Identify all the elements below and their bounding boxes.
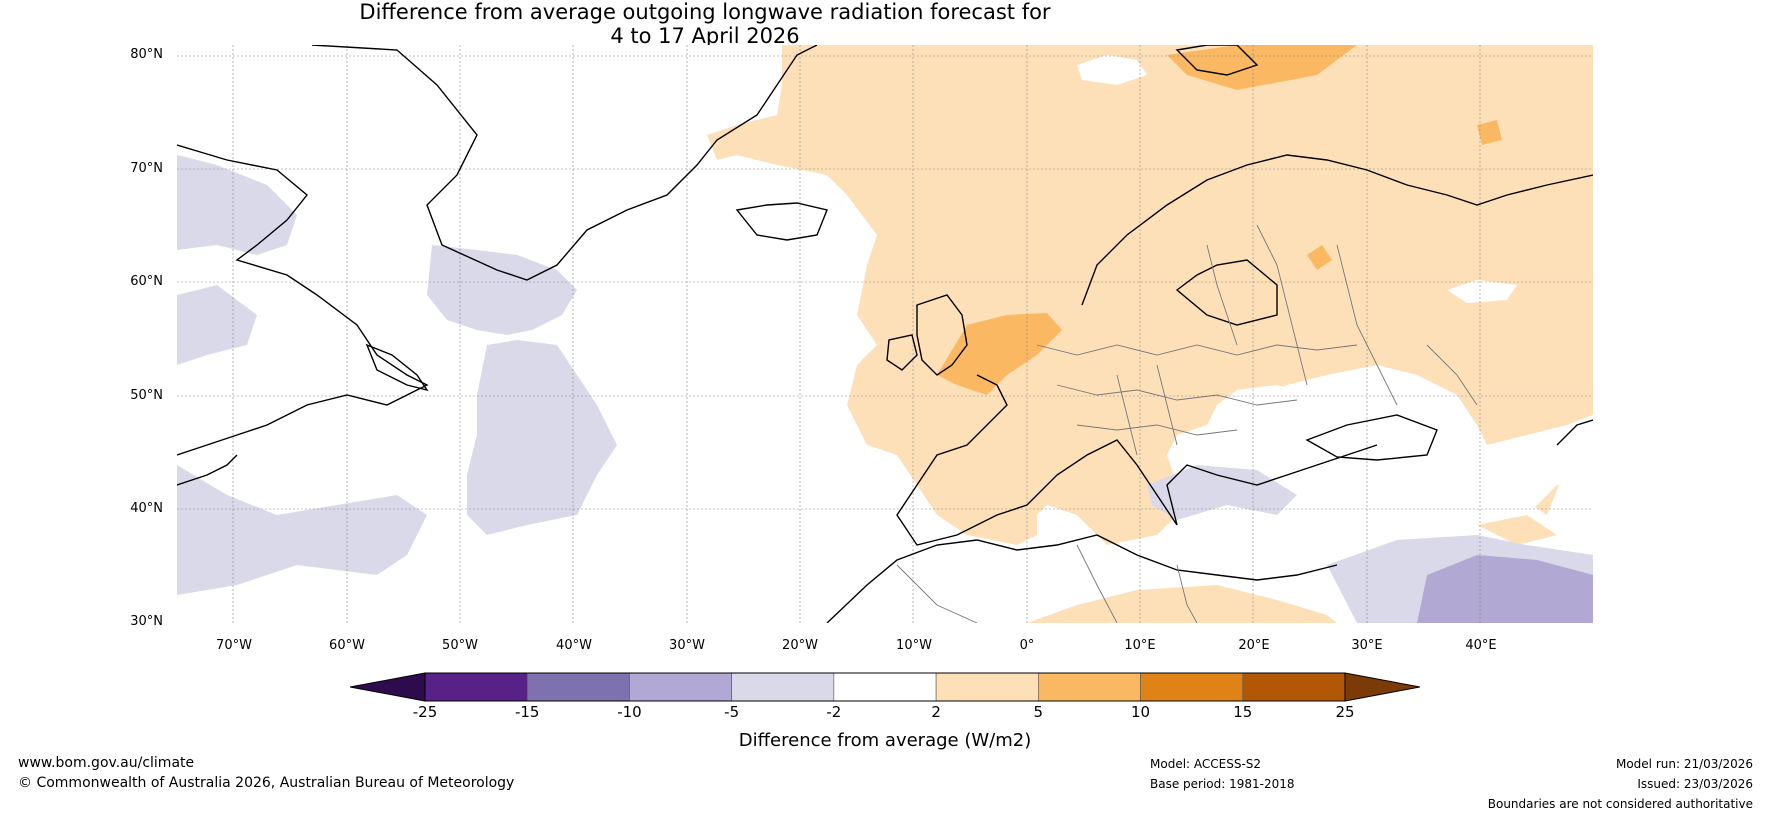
title-line-1: Difference from average outgoing longwav… [359,0,1051,24]
lat-label-80n: 80°N [130,47,163,62]
svalbard-coast [1175,45,1259,76]
lon-label-40w: 40°W [556,638,592,653]
ireland-coast [886,334,918,371]
colorbar-segment [833,672,937,702]
colorbar-segment [629,672,732,702]
negative-anomaly-mid-atlantic [467,340,617,535]
strong-negative-middle-east [1417,555,1593,623]
baltic-coast [1175,259,1278,326]
north-america-coast [177,144,429,456]
iceland-coast [735,202,828,241]
website-link[interactable]: www.bom.gov.au/climate [18,755,195,771]
colorbar-tick-label: 25 [1335,703,1355,721]
map-title: Difference from average outgoing longwav… [0,0,1410,48]
colorbar-tick-label: -10 [617,703,642,721]
lon-label-70w: 70°W [216,638,252,653]
strong-positive-scandinavia [1307,245,1332,270]
newfoundland-coast [365,343,429,392]
colorbar-tick-label: -25 [412,703,438,721]
north-america-southeast-coast [177,454,238,486]
strong-positive-barents [1477,120,1502,145]
copyright-text: © Commonwealth of Australia 2026, Austra… [18,775,515,791]
lon-label-50w: 50°W [442,638,478,653]
lat-label-50n: 50°N [130,388,163,403]
lon-label-10w: 10°W [896,638,932,653]
neutral-patch-eastern-europe [1237,365,1593,515]
colorbar-tick-label: -15 [514,703,540,721]
colorbar-tick-label: -2 [826,703,842,721]
model-text: Model: ACCESS-S2 [1150,757,1262,771]
lon-label-20w: 20°W [782,638,818,653]
olr-anomaly-map [177,45,1593,623]
coastlines [177,45,1593,623]
lat-label-70n: 70°N [130,161,163,176]
lat-label-60n: 60°N [130,274,163,289]
black-sea-coast [1305,414,1438,461]
scandinavia-coast [1081,154,1593,306]
graticule [177,45,1593,623]
positive-anomaly-region-south [1027,585,1337,623]
colorbar-extend-high [1344,672,1420,702]
colorbar-label: Difference from average (W/m2) [738,730,1032,751]
lat-label-40n: 40°N [130,501,163,516]
colorbar-tick-label: 10 [1131,703,1151,721]
lon-label-10e: 10°E [1124,638,1156,653]
negative-anomaly-canada [177,155,297,255]
greenland-coast [311,45,818,281]
negative-anomaly-west-coast [177,285,257,365]
model-run-text: Model run: 21/03/2026 [1615,757,1753,771]
colorbar-tick-label: -5 [724,703,740,721]
colorbar [350,672,1420,702]
colorbar-segment [526,672,630,702]
lon-label-60w: 60°W [329,638,365,653]
caspian-coast [1556,419,1593,446]
negative-anomaly-balkans [1147,465,1297,520]
colorbar-segment [1038,672,1141,702]
lon-label-0: 0° [1019,638,1035,653]
north-africa-coast [826,534,1338,623]
base-period-text: Base period: 1981-2018 [1150,777,1295,791]
colorbar-extend-low [350,672,426,702]
lon-label-20e: 20°E [1238,638,1270,653]
lon-label-30w: 30°W [669,638,705,653]
map-panel [177,45,1593,623]
title-line-2: 4 to 17 April 2026 [610,24,800,48]
colorbar-outline [424,672,1346,702]
western-europe-coast [896,374,1028,546]
mediterranean-north-coast [1026,439,1378,526]
colorbar-segment [1242,672,1346,702]
lon-label-30e: 30°E [1351,638,1383,653]
neutral-patch-russia [1447,280,1517,303]
colorbar-segment [731,672,835,702]
disclaimer-text: Boundaries are not considered authoritat… [1487,797,1753,811]
negative-anomaly-north-atlantic [427,245,577,335]
colorbar-tick-label: 5 [1033,703,1044,721]
colorbar-segment [1140,672,1244,702]
issued-text: Issued: 23/03/2026 [1637,777,1753,791]
positive-anomaly-region-east [1477,515,1557,545]
lat-label-30n: 30°N [130,614,163,629]
colorbar-segment [424,672,528,702]
lon-label-40e: 40°E [1465,638,1497,653]
colorbar-tick-label: 15 [1233,703,1253,721]
negative-anomaly-southwest [177,465,427,595]
colorbar-segment [935,672,1039,702]
neutral-patch-arctic [1077,55,1147,85]
colorbar-tick-label: 2 [931,703,941,721]
british-isles-coast [916,294,968,376]
country-borders [896,224,1478,623]
strong-positive-central-europe [937,313,1062,395]
